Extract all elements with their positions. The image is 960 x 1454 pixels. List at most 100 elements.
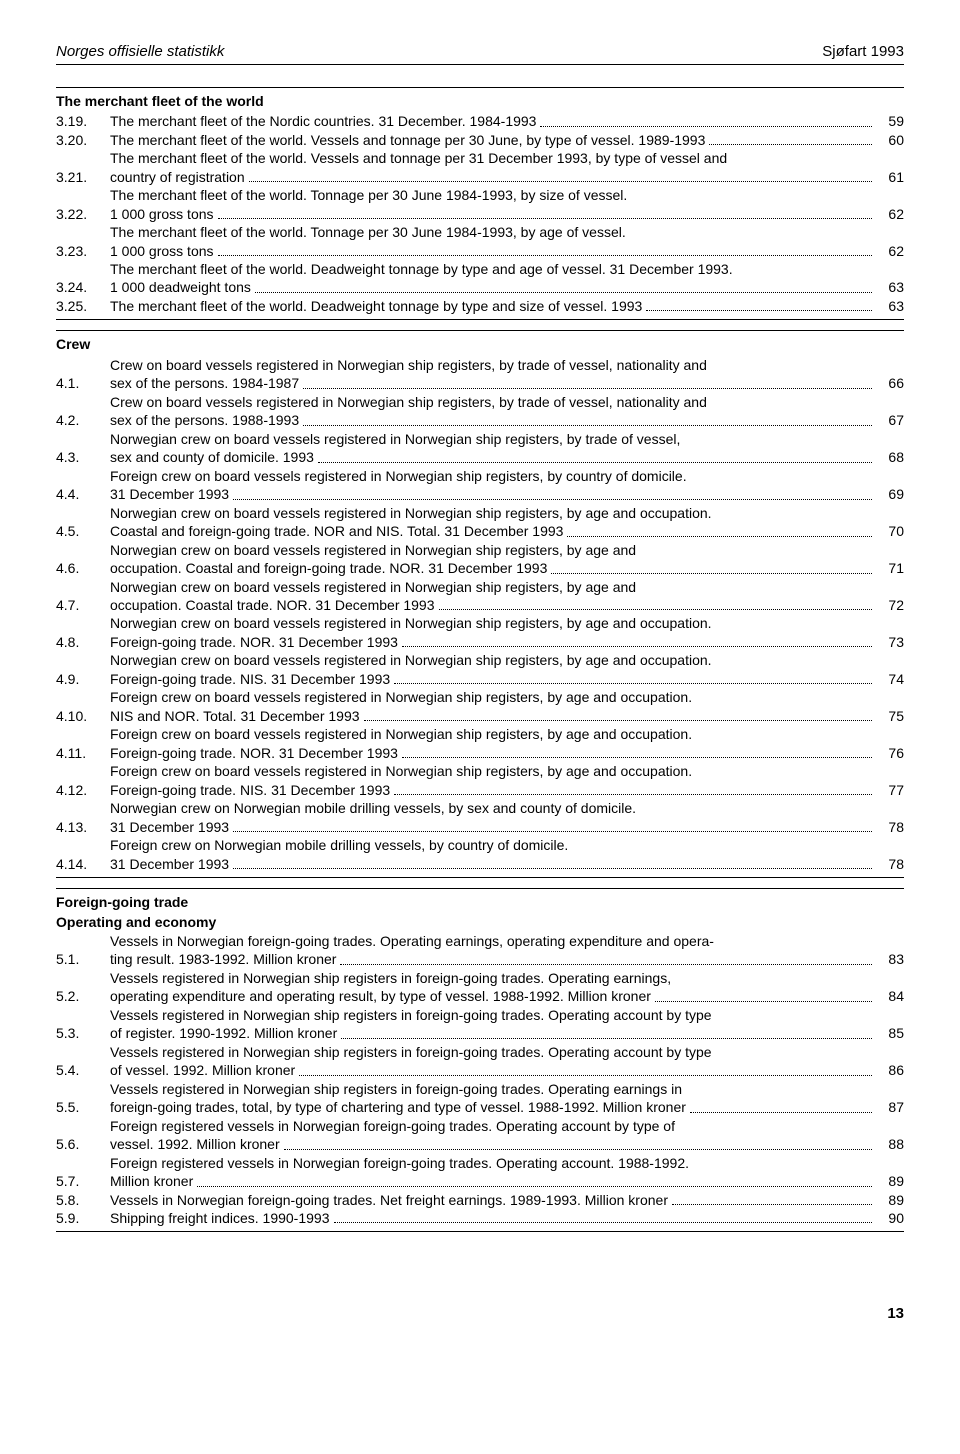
leader-dots xyxy=(218,255,872,256)
entry-line: sex of the persons. 1984-1987 xyxy=(110,374,299,392)
entry-line: sex and county of domicile. 1993 xyxy=(110,448,314,466)
entry-page: 61 xyxy=(876,168,904,186)
entry-page: 89 xyxy=(876,1172,904,1190)
toc-entry: 4.5.Norwegian crew on board vessels regi… xyxy=(56,504,904,541)
entry-line: occupation. Coastal trade. NOR. 31 Decem… xyxy=(110,596,435,614)
entry-number: 3.19. xyxy=(56,112,110,130)
toc-entry: 4.7.Norwegian crew on board vessels regi… xyxy=(56,578,904,615)
leader-dots xyxy=(567,536,872,537)
entry-text: Vessels registered in Norwegian ship reg… xyxy=(110,969,876,1006)
entry-number: 4.3. xyxy=(56,448,110,466)
entry-number: 5.6. xyxy=(56,1135,110,1153)
entry-number: 3.21. xyxy=(56,168,110,186)
entry-line: Norwegian crew on board vessels register… xyxy=(110,578,636,596)
page-number: 13 xyxy=(56,1304,904,1324)
leader-dots xyxy=(690,1112,872,1113)
entry-line: Norwegian crew on board vessels register… xyxy=(110,614,712,632)
entry-line: Norwegian crew on board vessels register… xyxy=(110,651,712,669)
entry-page: 63 xyxy=(876,297,904,315)
entry-page: 71 xyxy=(876,559,904,577)
toc-section: Crew4.1.Crew on board vessels registered… xyxy=(56,330,904,878)
toc-entry: 4.2.Crew on board vessels registered in … xyxy=(56,393,904,430)
leader-dots xyxy=(364,720,872,721)
entry-text: Foreign crew on Norwegian mobile drillin… xyxy=(110,836,876,873)
entry-text: Foreign registered vessels in Norwegian … xyxy=(110,1117,876,1154)
page-header: Norges offisielle statistikk Sjøfart 199… xyxy=(56,42,904,65)
entry-line: Foreign crew on board vessels registered… xyxy=(110,725,692,743)
entry-line: The merchant fleet of the Nordic countri… xyxy=(110,112,536,130)
entry-page: 83 xyxy=(876,950,904,968)
entry-line: Foreign crew on board vessels registered… xyxy=(110,467,687,485)
entry-line: Million kroner xyxy=(110,1172,193,1190)
entry-text: Norwegian crew on board vessels register… xyxy=(110,614,876,651)
entry-line: The merchant fleet of the world. Deadwei… xyxy=(110,260,733,278)
entry-page: 78 xyxy=(876,855,904,873)
leader-dots xyxy=(340,964,872,965)
entry-text: Foreign crew on board vessels registered… xyxy=(110,725,876,762)
entry-page: 90 xyxy=(876,1209,904,1227)
entry-page: 59 xyxy=(876,112,904,130)
leader-dots xyxy=(218,218,872,219)
entry-page: 74 xyxy=(876,670,904,688)
section-title: Foreign-going trade xyxy=(56,888,904,911)
toc-entry: 4.6.Norwegian crew on board vessels regi… xyxy=(56,541,904,578)
leader-dots xyxy=(709,144,872,145)
leader-dots xyxy=(551,573,872,574)
leader-dots xyxy=(439,609,872,610)
entry-line: ting result. 1983-1992. Million kroner xyxy=(110,950,336,968)
entry-line: of register. 1990-1992. Million kroner xyxy=(110,1024,337,1042)
entry-line: 1 000 deadweight tons xyxy=(110,278,251,296)
leader-dots xyxy=(341,1038,872,1039)
table-of-contents: The merchant fleet of the world3.19.The … xyxy=(56,87,904,1233)
toc-entry: 5.7.Foreign registered vessels in Norweg… xyxy=(56,1154,904,1191)
entry-page: 69 xyxy=(876,485,904,503)
entry-number: 3.24. xyxy=(56,278,110,296)
toc-entry: 5.8.Vessels in Norwegian foreign-going t… xyxy=(56,1191,904,1209)
toc-entry: 4.14.Foreign crew on Norwegian mobile dr… xyxy=(56,836,904,873)
leader-dots xyxy=(646,310,872,311)
leader-dots xyxy=(233,831,872,832)
entry-page: 66 xyxy=(876,374,904,392)
entry-line: occupation. Coastal and foreign-going tr… xyxy=(110,559,547,577)
header-left: Norges offisielle statistikk xyxy=(56,42,224,62)
entry-line: NIS and NOR. Total. 31 December 1993 xyxy=(110,707,360,725)
entry-text: Foreign registered vessels in Norwegian … xyxy=(110,1154,876,1191)
entry-line: Foreign registered vessels in Norwegian … xyxy=(110,1154,689,1172)
leader-dots xyxy=(249,181,872,182)
toc-entry: 4.10.Foreign crew on board vessels regis… xyxy=(56,688,904,725)
entry-number: 4.13. xyxy=(56,818,110,836)
leader-dots xyxy=(284,1149,872,1150)
entry-text: Foreign crew on board vessels registered… xyxy=(110,467,876,504)
entry-text: The merchant fleet of the world. Tonnage… xyxy=(110,223,876,260)
leader-dots xyxy=(672,1204,872,1205)
entry-text: The merchant fleet of the world. Deadwei… xyxy=(110,260,876,297)
entry-page: 67 xyxy=(876,411,904,429)
entry-line: of vessel. 1992. Million kroner xyxy=(110,1061,295,1079)
leader-dots xyxy=(402,757,872,758)
entry-line: Foreign crew on board vessels registered… xyxy=(110,762,692,780)
entry-line: Crew on board vessels registered in Norw… xyxy=(110,393,707,411)
leader-dots xyxy=(303,425,872,426)
entry-text: The merchant fleet of the Nordic countri… xyxy=(110,112,876,130)
leader-dots xyxy=(255,292,872,293)
entry-line: 31 December 1993 xyxy=(110,485,229,503)
entry-text: Norwegian crew on board vessels register… xyxy=(110,504,876,541)
entry-page: 70 xyxy=(876,522,904,540)
leader-dots xyxy=(540,126,872,127)
toc-entry: 5.3.Vessels registered in Norwegian ship… xyxy=(56,1006,904,1043)
entry-page: 62 xyxy=(876,242,904,260)
entry-line: Vessels registered in Norwegian ship reg… xyxy=(110,969,671,987)
entry-line: The merchant fleet of the world. Tonnage… xyxy=(110,186,627,204)
entry-page: 77 xyxy=(876,781,904,799)
section-title: Crew xyxy=(56,330,904,353)
entry-text: The merchant fleet of the world. Tonnage… xyxy=(110,186,876,223)
entry-page: 86 xyxy=(876,1061,904,1079)
entry-text: Crew on board vessels registered in Norw… xyxy=(110,393,876,430)
entry-text: The merchant fleet of the world. Vessels… xyxy=(110,149,876,186)
leader-dots xyxy=(655,1001,872,1002)
entry-page: 63 xyxy=(876,278,904,296)
entry-line: 1 000 gross tons xyxy=(110,205,214,223)
entry-text: Norwegian crew on board vessels register… xyxy=(110,651,876,688)
entry-line: The merchant fleet of the world. Vessels… xyxy=(110,131,705,149)
entry-text: Vessels registered in Norwegian ship reg… xyxy=(110,1080,876,1117)
